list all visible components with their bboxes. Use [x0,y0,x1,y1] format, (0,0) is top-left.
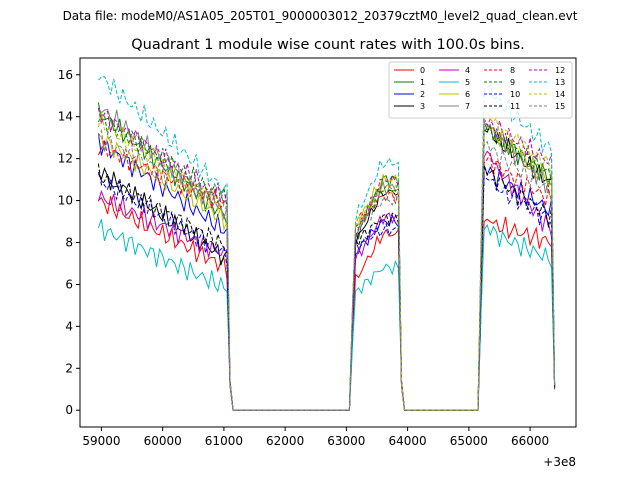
y-tick-label: 10 [58,194,73,208]
x-tick-label: 59000 [82,434,120,448]
plot-lines [97,76,556,411]
x-tick-label: 65000 [450,434,488,448]
axes: 59000 60000 61000 62000 63000 64000 65000 66000… [58,68,549,448]
y-tick-label: 6 [65,277,73,291]
series-line-1 [97,102,556,411]
x-tick-label: 62000 [266,434,304,448]
legend-label-2: 2 [420,90,425,99]
series-line-15 [97,128,556,411]
series-line-11 [97,163,556,411]
legend-label-3: 3 [420,102,425,111]
x-tick-label: 64000 [389,434,427,448]
legend-label-11: 11 [510,102,520,111]
legend-label-9: 9 [510,78,515,87]
y-tick-label: 16 [58,68,73,82]
x-tick-label: 66000 [511,434,549,448]
chart-title: Quadrant 1 module wise count rates with … [131,37,525,53]
x-tick-label: 63000 [327,434,365,448]
figure-suptitle: Data file: modeM0/AS1A05_205T01_90000030… [63,9,578,23]
series-line-2 [97,133,556,411]
legend-label-6: 6 [465,90,470,99]
y-tick-label: 12 [58,152,73,166]
legend-label-5: 5 [465,78,470,87]
y-tick-label: 2 [65,361,73,375]
legend-box [388,61,573,119]
series-line-8 [97,139,556,411]
series-line-14 [97,110,556,411]
legend-label-13: 13 [555,78,565,87]
y-tick-label: 0 [65,403,73,417]
y-tick-label: 4 [65,319,73,333]
series-line-10 [97,173,556,411]
x-tick-label: 60000 [144,434,182,448]
legend-label-10: 10 [510,90,520,99]
legend-label-8: 8 [510,66,515,75]
y-tick-label: 8 [65,236,73,250]
y-tick-label: 14 [58,110,73,124]
legend-label-14: 14 [555,90,565,99]
x-offset-label: +3e8 [543,455,576,469]
legend-label-1: 1 [420,78,425,87]
series-line-9 [97,114,556,411]
series-line-3 [97,124,556,411]
legend-label-12: 12 [555,66,565,75]
legend-label-7: 7 [465,102,470,111]
legend-label-15: 15 [555,102,565,111]
series-line-4 [97,150,556,411]
series-line-5 [97,219,556,411]
x-tick-label: 61000 [205,434,243,448]
legend-label-0: 0 [420,66,425,75]
legend-label-4: 4 [465,66,470,75]
